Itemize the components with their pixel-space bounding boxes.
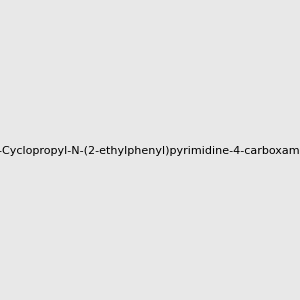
Text: 6-Cyclopropyl-N-(2-ethylphenyl)pyrimidine-4-carboxamide: 6-Cyclopropyl-N-(2-ethylphenyl)pyrimidin… [0,146,300,157]
